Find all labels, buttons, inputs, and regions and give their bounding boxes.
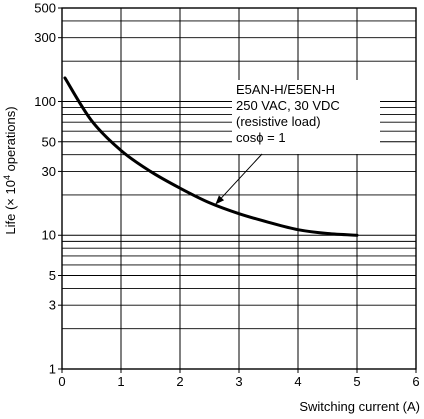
y-axis-label-ten: 10 — [3, 180, 18, 198]
x-tick-label: 3 — [235, 374, 242, 389]
y-tick-label: 50 — [42, 134, 56, 149]
x-tick-label: 4 — [294, 374, 301, 389]
y-tick-label: 5 — [49, 268, 56, 283]
x-tick-label: 6 — [412, 374, 419, 389]
y-tick-label: 1 — [49, 362, 56, 377]
x-tick-label: 0 — [58, 374, 65, 389]
y-axis-label-times: × — [3, 198, 18, 206]
annotation-line-load: (resistive load) — [236, 114, 321, 129]
x-tick-label: 5 — [353, 374, 360, 389]
annotation: E5AN-H/E5EN-H 250 VAC, 30 VDC (resistive… — [215, 80, 380, 205]
y-tick-label: 100 — [34, 94, 56, 109]
series-layer — [63, 76, 359, 237]
y-axis-label-exponent: 4 — [2, 175, 12, 180]
annotation-background — [232, 80, 380, 154]
grid-lines — [62, 8, 416, 369]
annotation-arrow — [215, 153, 263, 205]
x-tick-label: 1 — [117, 374, 124, 389]
annotation-line-rating: 250 VAC, 30 VDC — [236, 98, 340, 113]
y-tick-label: 30 — [42, 164, 56, 179]
y-axis-label: Life (× 104 operations) — [2, 106, 18, 234]
x-tick-label: 2 — [176, 374, 183, 389]
y-tick-label: 500 — [34, 1, 56, 16]
y-tick-label: 3 — [49, 298, 56, 313]
y-axis-label-suffix: operations) — [3, 106, 18, 175]
y-axis-label-prefix: Life ( — [3, 205, 18, 235]
series-curve — [63, 76, 359, 237]
y-tick-label: 300 — [34, 30, 56, 45]
x-axis-label: Switching current (A) — [299, 399, 420, 414]
annotation-line-model: E5AN-H/E5EN-H — [236, 82, 335, 97]
y-tick-label: 10 — [42, 228, 56, 243]
annotation-arrowhead — [215, 195, 225, 205]
annotation-line-power-factor: cosϕ = 1 — [236, 130, 286, 145]
